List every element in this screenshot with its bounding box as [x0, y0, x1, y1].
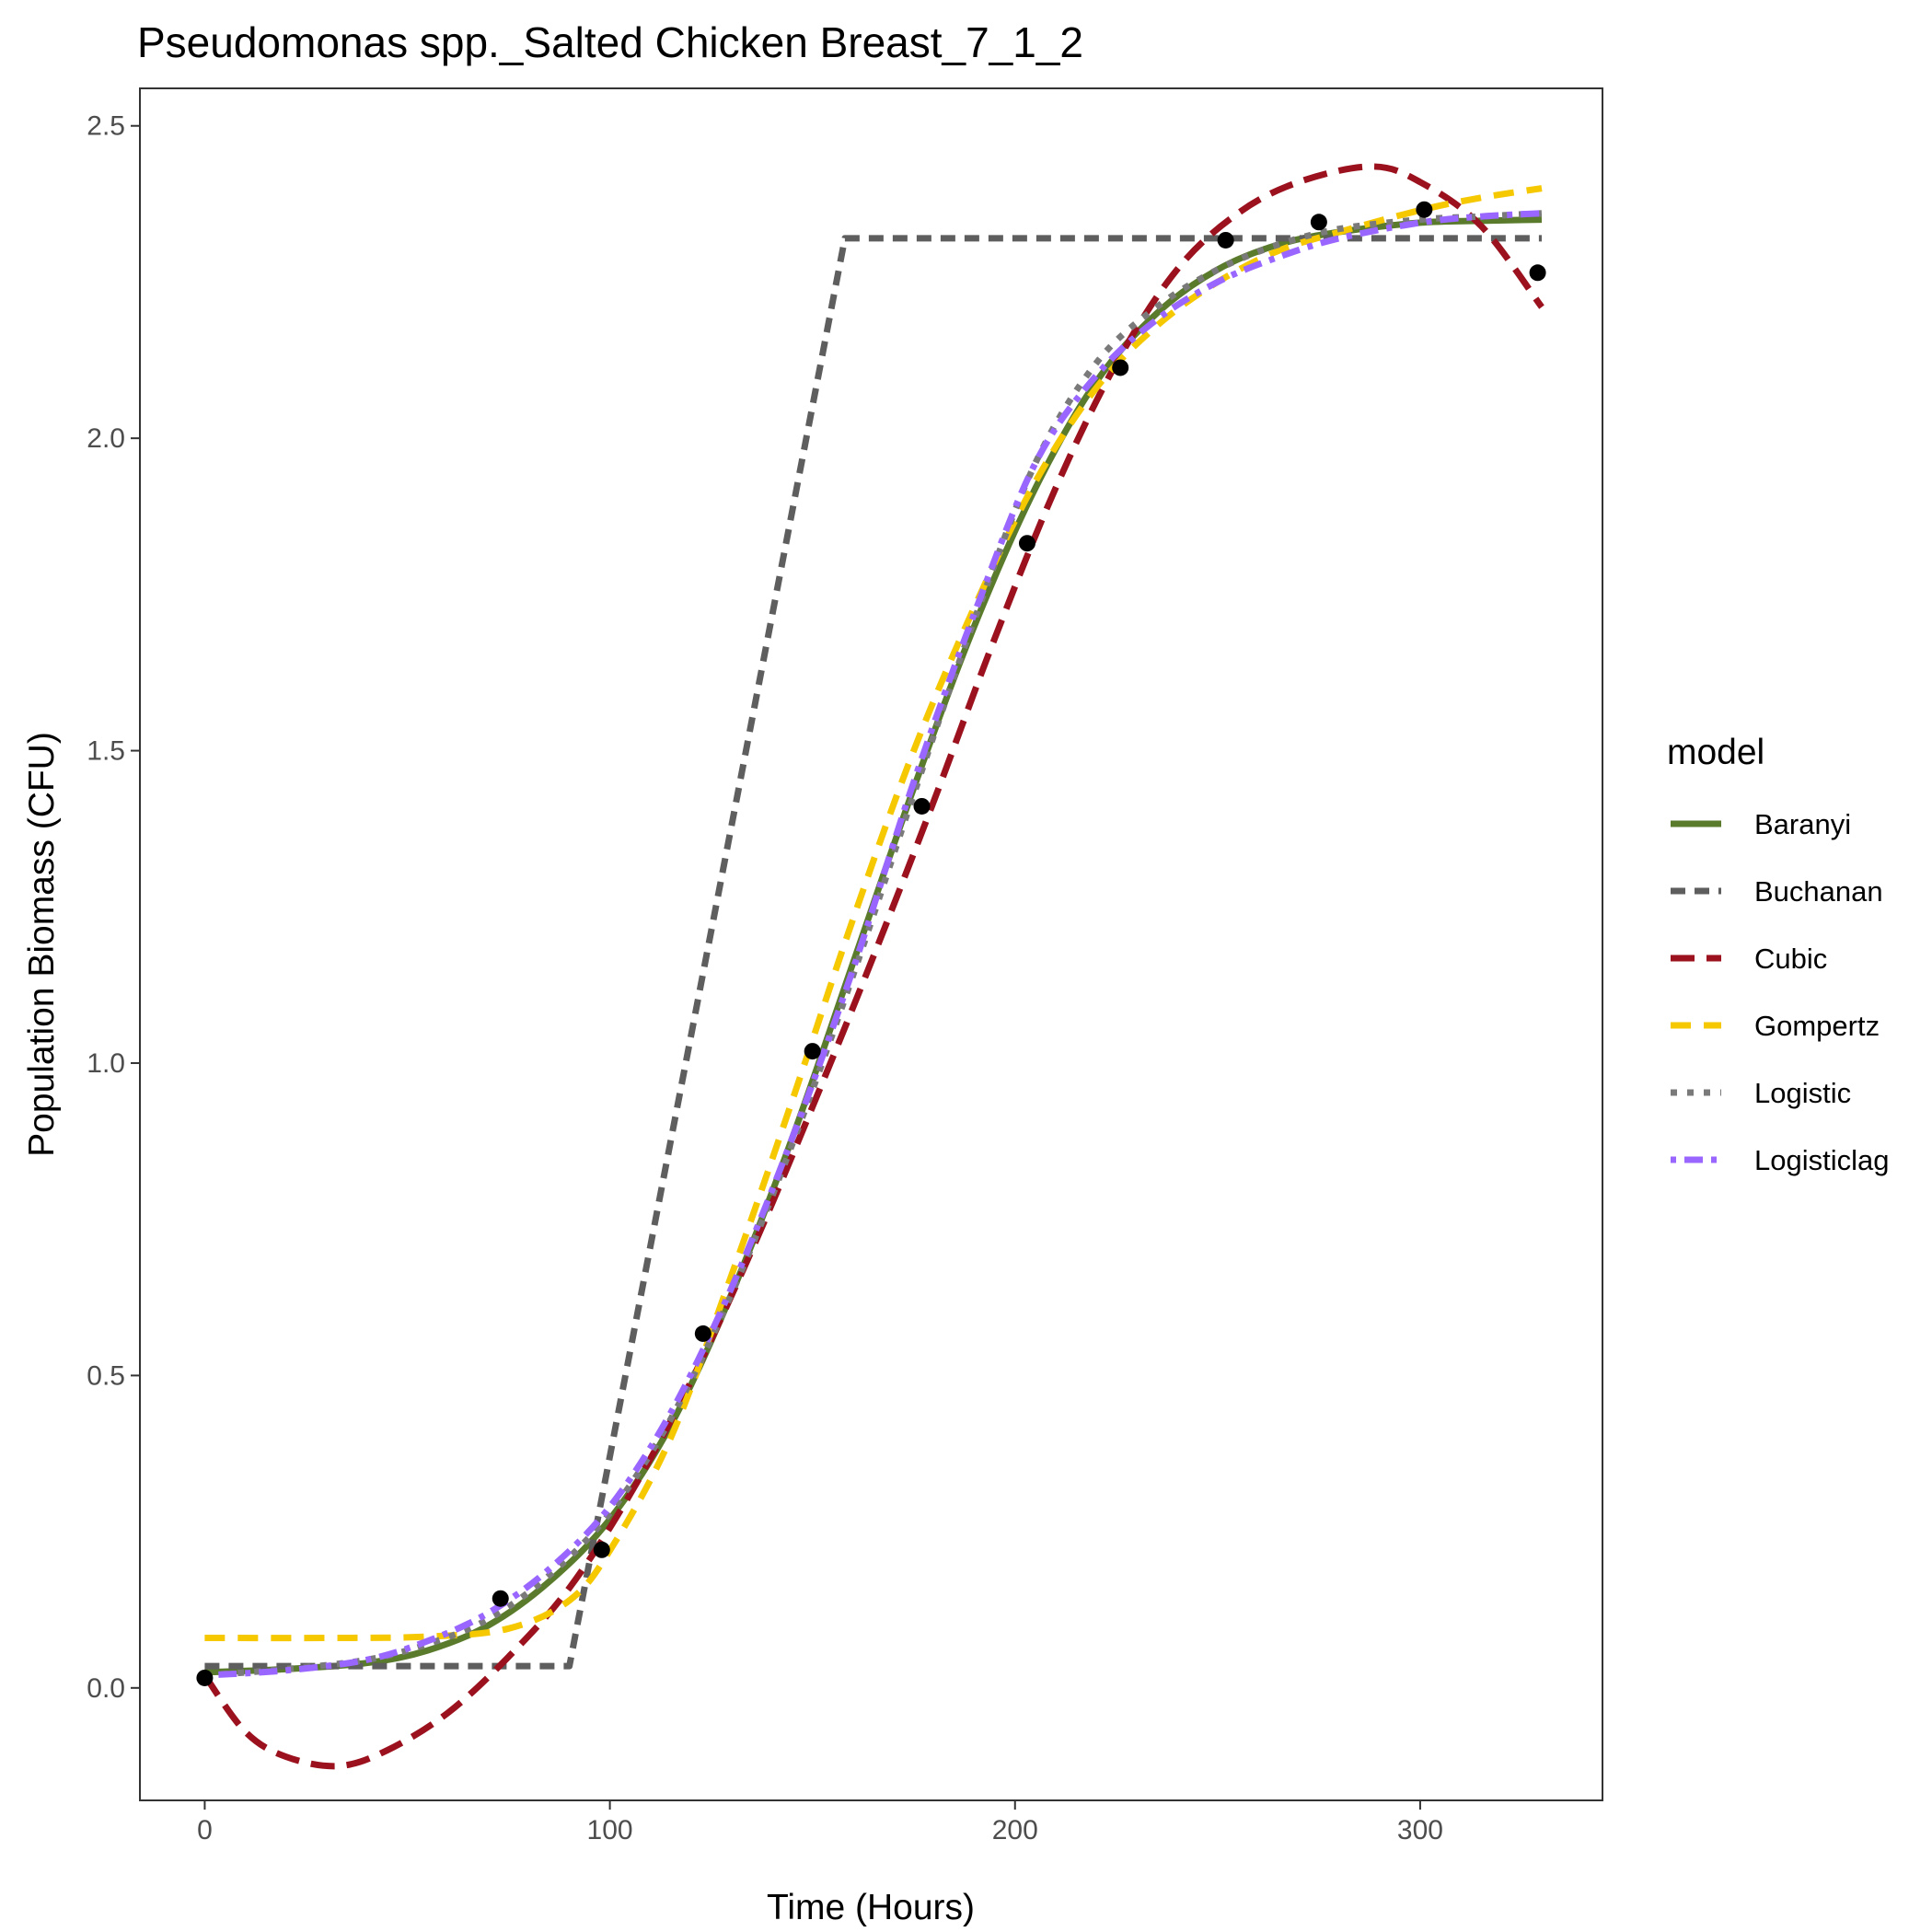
legend-label: Logistic: [1754, 1077, 1851, 1109]
data-point: [913, 797, 931, 815]
data-point: [804, 1043, 821, 1060]
y-axis-title: Population Biomass (CFU): [22, 732, 62, 1157]
data-point: [593, 1541, 610, 1558]
plot-area: [139, 87, 1603, 1801]
data-point: [694, 1325, 711, 1342]
x-tick-label: 100: [587, 1815, 633, 1845]
y-tick-label: 2.0: [87, 423, 125, 454]
legend-item-buchanan: Buchanan: [1671, 875, 1883, 908]
legend-item-logisticlag: Logisticlag: [1671, 1144, 1889, 1176]
x-axis: 0 100 200 300: [197, 1800, 1443, 1845]
data-point: [1416, 201, 1433, 218]
plot-border: [139, 87, 1603, 1801]
legend-label: Cubic: [1754, 943, 1827, 975]
data-point: [1018, 535, 1035, 552]
y-tick-label: 2.5: [87, 111, 125, 142]
legend: model Baranyi Buchanan Cubic Gompertz Logist…: [1667, 733, 1889, 1176]
data-point: [492, 1590, 509, 1607]
y-tick-label: 0.0: [87, 1673, 125, 1704]
legend-label: Gompertz: [1754, 1010, 1880, 1042]
legend-title: model: [1667, 733, 1764, 772]
series-line-logisticlag: [204, 210, 1543, 1679]
legend-item-gompertz: Gompertz: [1671, 1010, 1880, 1042]
y-tick-label: 0.5: [87, 1360, 125, 1391]
series-line-logistic: [204, 210, 1543, 1679]
legend-item-baranyi: Baranyi: [1671, 808, 1851, 840]
series-line-buchanan: [204, 235, 1542, 1670]
y-tick-label: 1.0: [87, 1048, 125, 1079]
y-tick-label: 1.5: [87, 736, 125, 767]
legend-label: Buchanan: [1754, 875, 1883, 908]
x-tick-label: 0: [197, 1815, 213, 1845]
x-tick-label: 200: [992, 1815, 1038, 1845]
legend-item-logistic: Logistic: [1671, 1077, 1851, 1109]
legend-label: Logisticlag: [1754, 1144, 1889, 1176]
data-point: [1529, 264, 1546, 282]
x-axis-title: Time (Hours): [767, 1888, 975, 1927]
series-line-baranyi: [204, 216, 1543, 1676]
series-line-gompertz: [204, 185, 1543, 1642]
legend-items: Baranyi Buchanan Cubic Gompertz Logistic Logi…: [1671, 808, 1889, 1176]
data-point: [196, 1669, 214, 1686]
y-axis: 0.0 0.5 1.0 1.5 2.0 2.5: [87, 111, 140, 1704]
series-layer: [202, 163, 1544, 1770]
data-point: [1310, 214, 1327, 231]
chart-title: Pseudomonas spp._Salted Chicken Breast_7…: [137, 18, 1083, 66]
series-line-cubic: [202, 163, 1544, 1770]
points-layer: [196, 201, 1546, 1686]
data-point: [1112, 359, 1129, 376]
data-point: [1217, 231, 1234, 249]
x-tick-label: 300: [1397, 1815, 1443, 1845]
legend-item-cubic: Cubic: [1671, 943, 1827, 975]
legend-label: Baranyi: [1754, 808, 1851, 840]
